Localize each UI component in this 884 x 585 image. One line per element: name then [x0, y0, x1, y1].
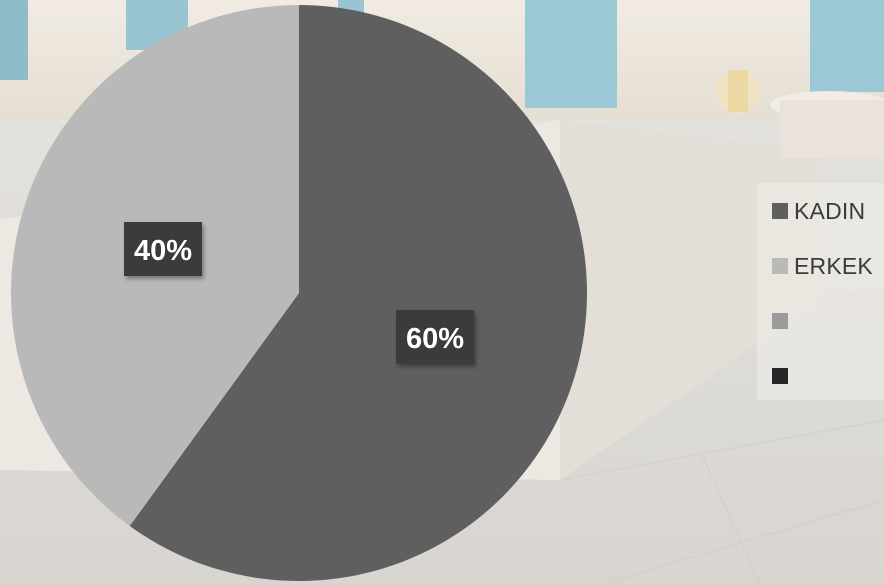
data-label-erkek: 40%	[124, 222, 202, 276]
legend-label: ERKEK	[794, 252, 873, 279]
legend-swatch	[772, 203, 788, 219]
legend-item-kadin: KADIN	[772, 198, 865, 224]
legend-swatch	[772, 368, 788, 384]
legend-item-series-3	[772, 308, 794, 334]
legend-item-series-4	[772, 363, 794, 389]
data-label-text: 60%	[406, 323, 464, 355]
data-label-box	[124, 222, 202, 276]
data-label-kadin: 60%	[396, 310, 474, 364]
legend-item-erkek: ERKEK	[772, 253, 873, 279]
data-label-text: 40%	[134, 235, 192, 267]
legend-swatch	[772, 258, 788, 274]
chart-legend: KADIN ERKEK	[757, 183, 884, 400]
legend-label: KADIN	[794, 197, 866, 224]
data-label-box	[396, 310, 474, 364]
legend-swatch	[772, 313, 788, 329]
pie-slice-kadin	[129, 5, 588, 581]
